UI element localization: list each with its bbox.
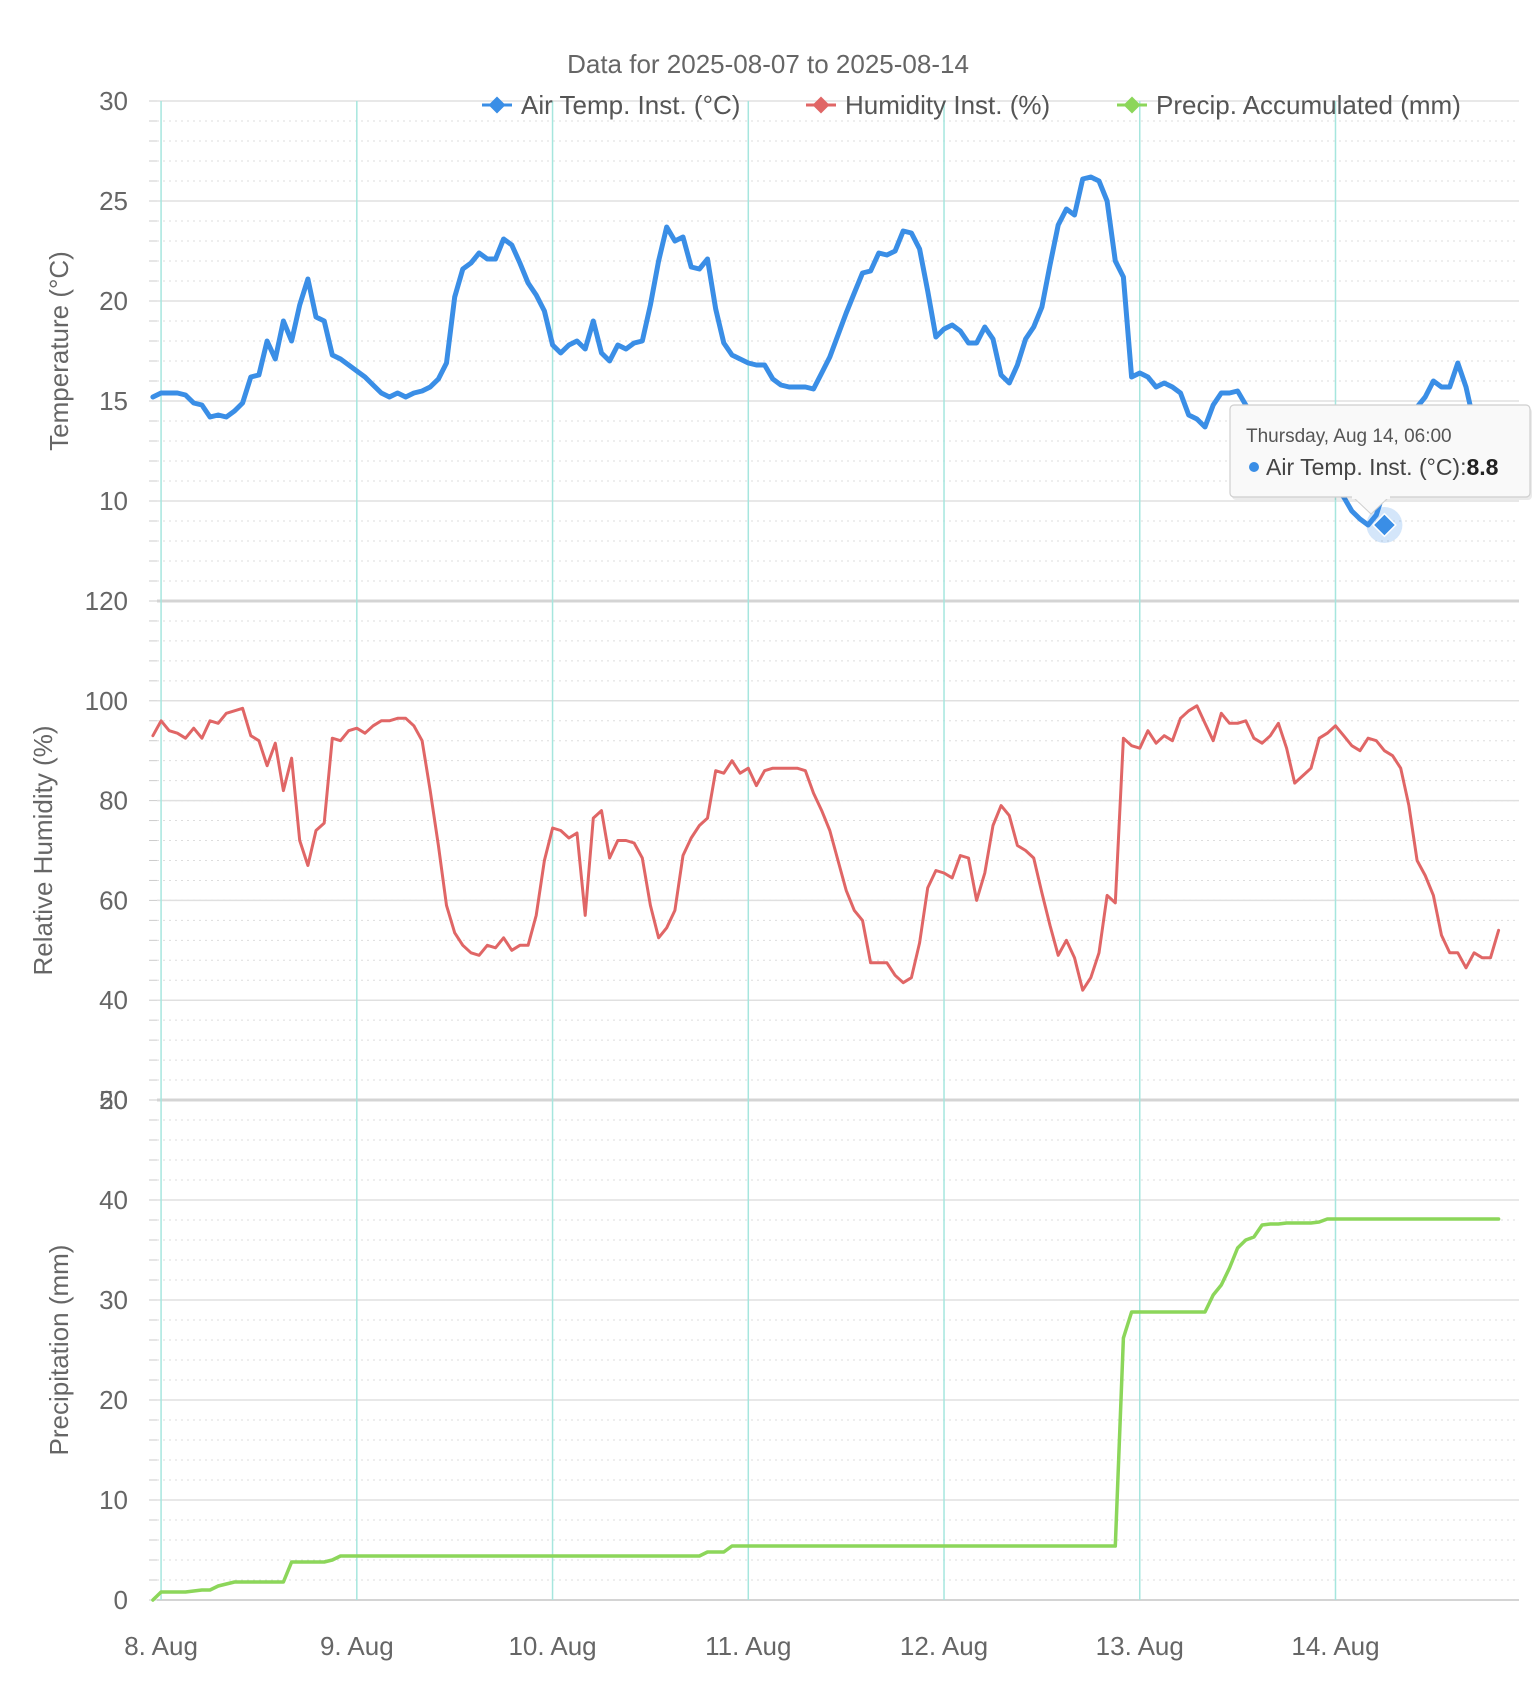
y-tick-label: 30	[99, 1285, 128, 1315]
x-tick-label: 10. Aug	[508, 1631, 596, 1661]
y-axis-title: Precipitation (mm)	[44, 1245, 74, 1456]
y-tick-label: 60	[99, 885, 128, 915]
legend-item: Air Temp. Inst. (°C)	[482, 90, 740, 120]
y-tick-label: 120	[85, 586, 128, 616]
legend-label: Humidity Inst. (%)	[845, 90, 1050, 120]
legend-label: Air Temp. Inst. (°C)	[521, 90, 740, 120]
y-tick-label: 80	[99, 786, 128, 816]
y-tick-label: 10	[99, 486, 128, 516]
y-axis-title: Temperature (°C)	[44, 251, 74, 451]
tooltip-bullet-icon	[1249, 462, 1259, 472]
y-tick-label: 20	[99, 1385, 128, 1415]
y-tick-label: 15	[99, 386, 128, 416]
tooltip-pointer-joint	[1352, 494, 1390, 499]
tooltip-layer: Thursday, Aug 14, 06:00 Air Temp. Inst. (…	[1229, 404, 1532, 543]
tooltip-box	[1229, 404, 1531, 498]
y-tick-label: 20	[99, 1085, 128, 1115]
series-line	[151, 704, 1501, 992]
tooltip-value: 8.8	[1466, 454, 1498, 480]
hover-marker-icon	[1372, 512, 1397, 538]
y-tick-label: 10	[99, 1485, 128, 1515]
grid-layer	[149, 100, 1519, 1601]
x-tick-label: 13. Aug	[1096, 1631, 1184, 1661]
tooltip-series: Air Temp. Inst. (°C):	[1266, 454, 1466, 480]
tooltip-header: Thursday, Aug 14, 06:00	[1246, 426, 1452, 447]
x-tick-label: 9. Aug	[320, 1631, 394, 1661]
legend-marker-icon	[1123, 96, 1141, 114]
y-tick-label: 20	[99, 286, 128, 316]
legend-label: Precip. Accumulated (mm)	[1156, 90, 1461, 120]
y-tick-label: 100	[85, 686, 128, 716]
legend-item: Precip. Accumulated (mm)	[1117, 90, 1461, 120]
chart-title: Data for 2025-08-07 to 2025-08-14	[567, 49, 969, 79]
series-layer	[150, 174, 1501, 1602]
y-tick-label: 40	[99, 1185, 128, 1215]
ticks-layer: 8. Aug 9. Aug 10. Aug 11. Aug 12. Aug 13. Aug…	[28, 86, 1380, 1661]
x-tick-label: 11. Aug	[705, 1631, 791, 1661]
x-tick-label: 14. Aug	[1291, 1631, 1379, 1661]
x-tick-label: 12. Aug	[900, 1631, 988, 1661]
legend-marker-icon	[812, 96, 830, 114]
series-line	[151, 1217, 1501, 1602]
y-axis-title: Relative Humidity (%)	[28, 726, 58, 976]
y-tick-label: 30	[99, 86, 128, 116]
x-tick-label: 8. Aug	[124, 1631, 198, 1661]
legend-item: Humidity Inst. (%)	[806, 90, 1050, 120]
y-tick-label: 50	[99, 1085, 128, 1115]
y-tick-label: 25	[99, 186, 128, 216]
y-tick-label: 0	[114, 1585, 128, 1615]
legend: Air Temp. Inst. (°C) Humidity Inst. (%) Pr…	[482, 90, 1461, 120]
legend-marker-icon	[488, 96, 506, 114]
y-tick-label: 40	[99, 985, 128, 1015]
